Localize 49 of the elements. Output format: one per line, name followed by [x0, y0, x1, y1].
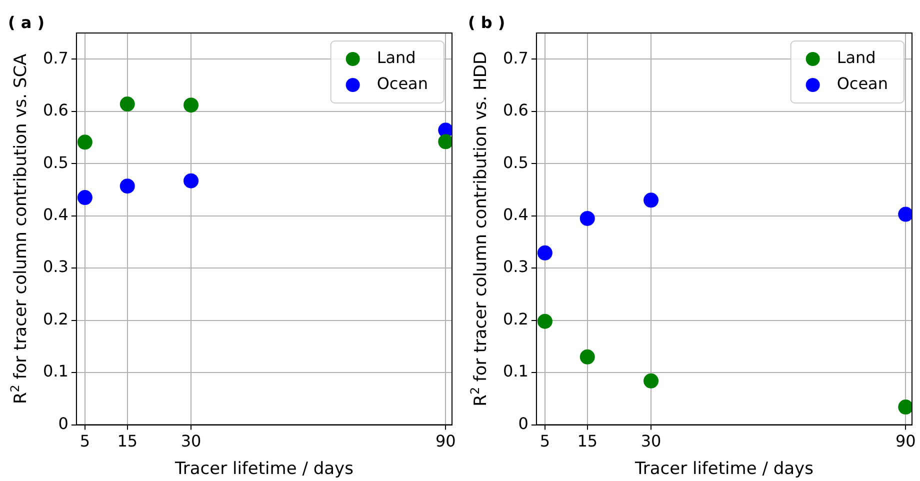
legend-label: Ocean	[376, 74, 428, 94]
point	[898, 206, 912, 222]
x-axis-title: Tracer lifetime / days	[634, 459, 814, 479]
chart-title: ( a )	[8, 13, 45, 32]
point	[644, 192, 659, 208]
point	[580, 210, 595, 226]
point	[537, 314, 552, 329]
legend-label: Land	[376, 48, 416, 68]
y-tick-label: 0	[58, 414, 68, 433]
point	[184, 173, 199, 188]
point	[77, 134, 92, 150]
x-tick-label: 30	[640, 432, 662, 451]
point	[77, 190, 92, 206]
y-tick-label: 0.6	[502, 100, 528, 120]
x-tick-label: 5	[80, 432, 90, 451]
x-tick-label: 15	[117, 432, 138, 451]
y-tick-label: 0.3	[42, 257, 68, 276]
point	[580, 349, 595, 364]
legend-label: Ocean	[836, 74, 888, 94]
y-tick-label: 0.5	[42, 152, 68, 172]
y-tick-label: 0	[518, 414, 528, 433]
point	[120, 178, 135, 194]
chart-title: ( b )	[468, 13, 506, 32]
x-axis-title: Tracer lifetime / days	[174, 459, 354, 479]
x-tick-label: 5	[540, 432, 550, 451]
point	[184, 98, 199, 113]
x-tick-label: 90	[895, 432, 916, 451]
y-tick-label: 0.4	[502, 204, 528, 224]
y-tick-label: 0.7	[502, 48, 528, 68]
y-tick-label: 0.5	[502, 152, 528, 172]
y-tick-label: 0.4	[42, 204, 68, 224]
point	[898, 400, 912, 415]
point	[644, 373, 659, 388]
y-tick-label: 0.1	[42, 362, 68, 381]
y-axis-title: R2 for tracer column contribution vs. HDD	[468, 51, 491, 406]
y-tick-label: 0.2	[502, 309, 528, 328]
y-tick-label: 0.6	[42, 100, 68, 120]
point	[120, 96, 135, 112]
y-axis-title: R2 for tracer column contribution vs. SCA	[8, 53, 31, 404]
y-tick-label: 0.1	[502, 362, 528, 381]
y-tick-label: 0.2	[42, 309, 68, 328]
point	[438, 134, 452, 150]
y-tick-label: 0.3	[502, 257, 528, 276]
x-tick-label: 90	[435, 432, 456, 451]
legend-label: Land	[836, 48, 876, 68]
x-tick-label: 30	[180, 432, 202, 451]
x-tick-label: 15	[577, 432, 598, 451]
y-tick-label: 0.7	[42, 48, 68, 68]
point	[537, 245, 552, 260]
